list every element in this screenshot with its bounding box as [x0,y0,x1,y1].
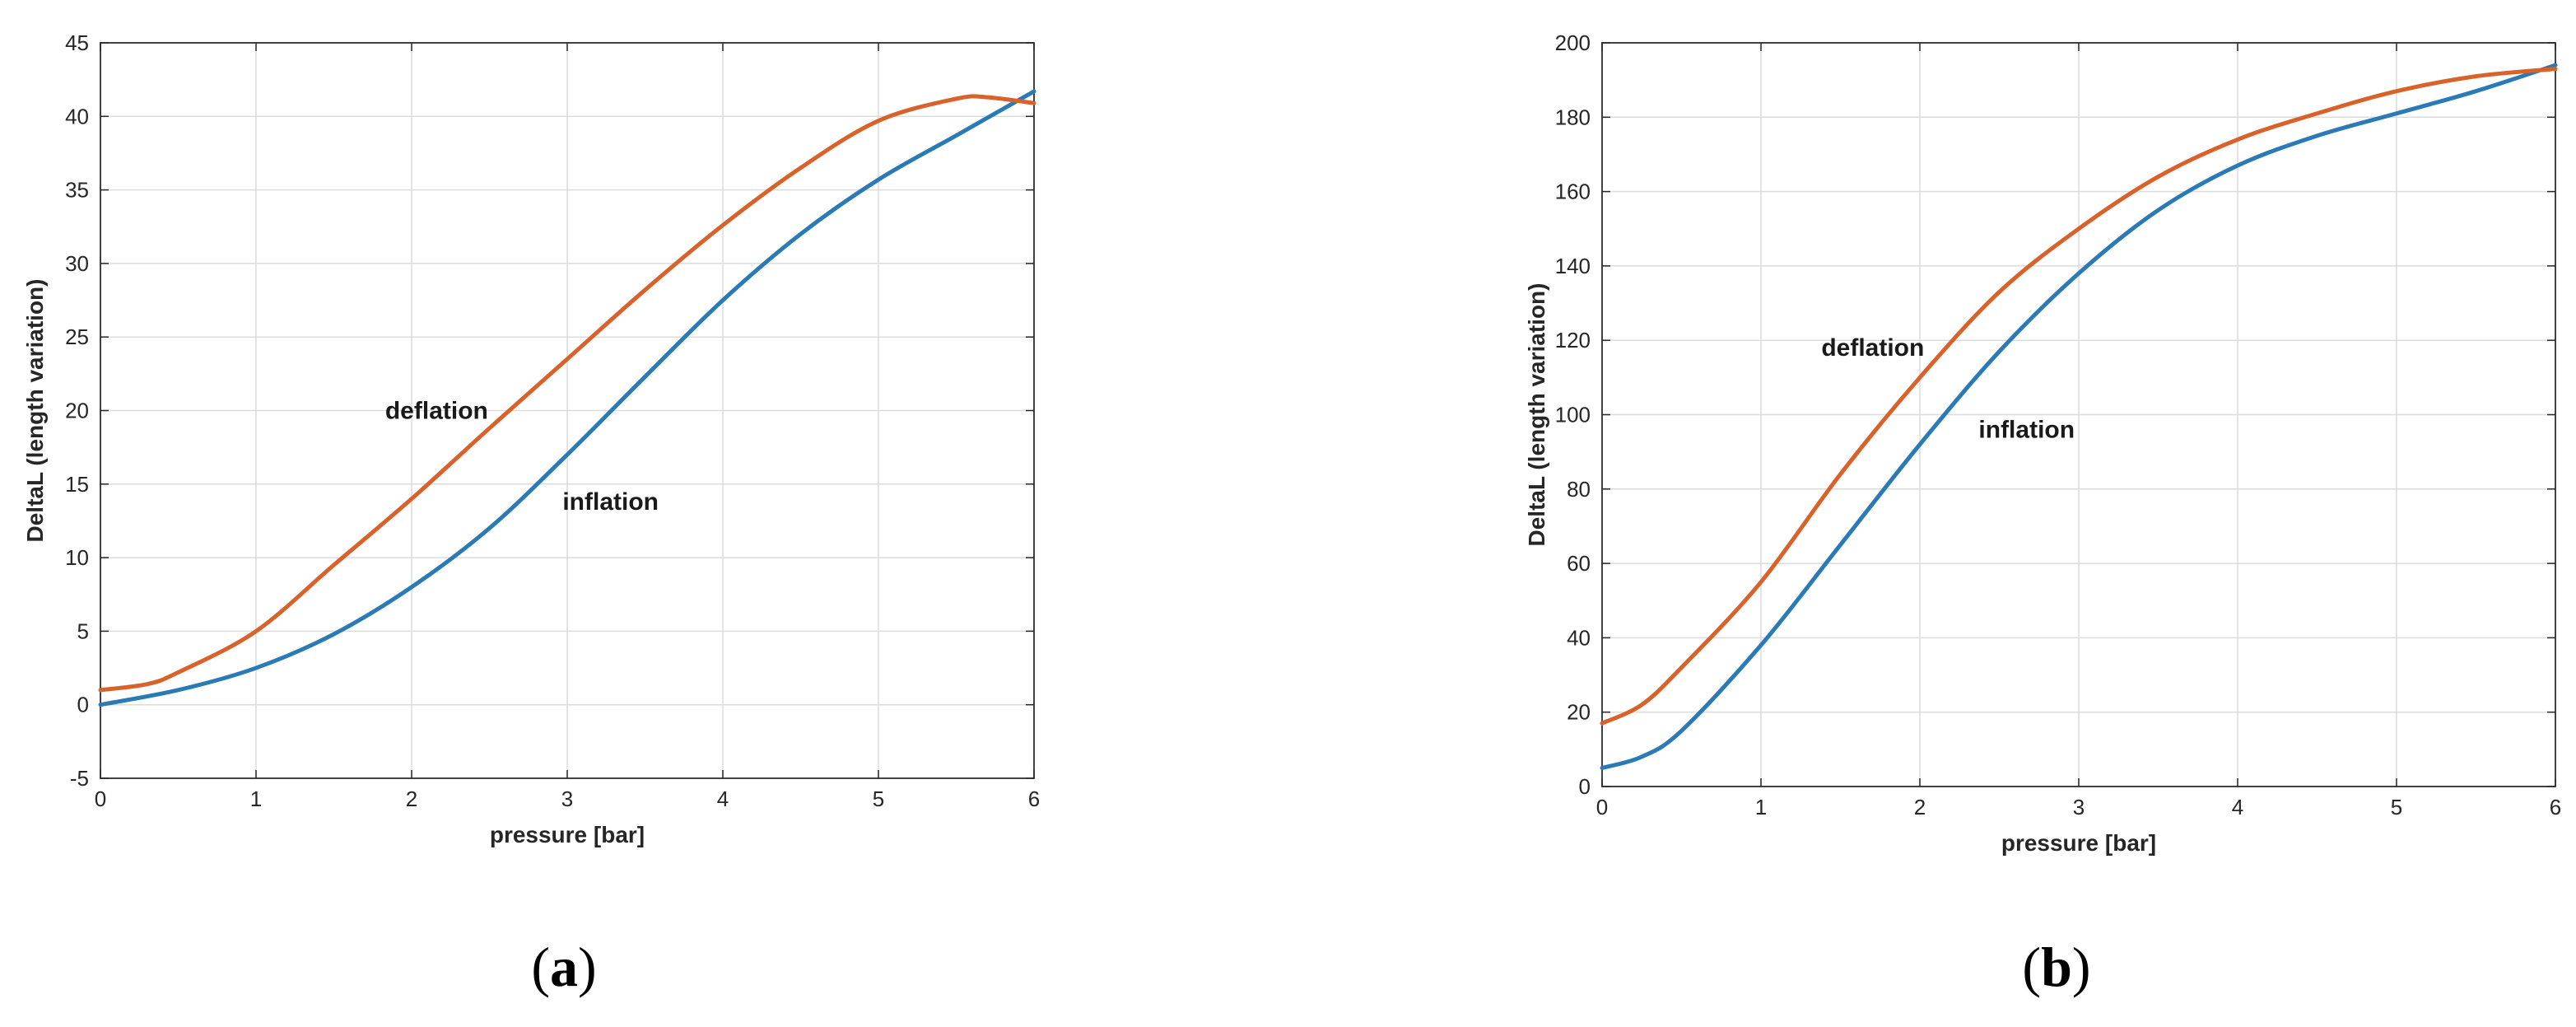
series-line-inflation [98,89,1036,707]
chart-panel-b: 0 1 2 3 4 5 6020406080100120140160180200deflat… [1524,30,2561,998]
y-axis-label: DeltaL (length variation) [1524,283,1549,547]
annotation-deflation: deflation [1821,334,1924,362]
y-tick-label: 200 [1555,30,1591,55]
x-tick-label: 2 [1914,795,1926,819]
x-tick-label: 0 [95,787,106,811]
panel-label-letter: a [550,936,578,998]
y-tick-label: 0 [1579,774,1591,799]
y-tick-label: -5 [70,766,89,791]
y-tick-label: 5 [77,619,89,643]
x-tick-label: 5 [2391,795,2402,819]
series-line-deflation [98,94,1036,693]
y-tick-label: 180 [1555,105,1591,129]
annotation-inflation: inflation [1978,417,2075,444]
x-tick-label: 5 [873,787,884,811]
y-tick-label: 120 [1555,328,1591,352]
x-tick-label: 4 [2232,795,2243,819]
y-tick-label: 20 [1567,700,1591,725]
x-tick-label: 1 [250,787,262,811]
y-tick-label: 160 [1555,180,1591,204]
panel-label: (a) [531,936,596,998]
x-tick-label: 3 [561,787,573,811]
series-line-inflation [1600,63,2558,770]
y-tick-label: 0 [77,693,89,717]
y-tick-label: 140 [1555,254,1591,278]
x-axis-label: pressure [bar] [2001,830,2156,856]
panel-label-close-paren: ) [2072,936,2091,998]
y-tick-label: 15 [65,472,89,497]
y-tick-label: 10 [65,545,89,570]
x-tick-label: 3 [2073,795,2085,819]
y-tick-label: 35 [65,178,89,203]
x-tick-label: 2 [406,787,417,811]
panel-label-open-paren: ( [2022,936,2041,998]
y-tick-label: 40 [1567,625,1591,650]
x-tick-label: 6 [2550,795,2561,819]
x-tick-label: 0 [1596,795,1608,819]
panel-label: (b) [2022,936,2090,998]
panel-label-close-paren: ) [578,936,597,998]
y-tick-label: 60 [1567,551,1591,576]
y-tick-label: 30 [65,251,89,276]
annotation-inflation: inflation [562,488,659,516]
series-line-deflation [1600,67,2558,726]
panel-label-open-paren: ( [531,936,550,998]
y-tick-label: 20 [65,399,89,423]
y-tick-label: 25 [65,324,89,349]
x-tick-label: 6 [1028,787,1040,811]
panel-label-letter: b [2041,936,2072,998]
y-tick-label: 45 [65,30,89,55]
x-tick-label: 1 [1755,795,1767,819]
x-tick-label: 4 [717,787,729,811]
annotation-deflation: deflation [385,398,488,425]
y-tick-label: 100 [1555,403,1591,427]
x-axis-label: pressure [bar] [490,822,645,847]
chart-panel-a: 0 1 2 3 4 5 6-5051015202530354045deflationinfl… [22,30,1040,998]
y-axis-label: DeltaL (length variation) [22,279,48,543]
y-tick-label: 40 [65,104,89,128]
y-tick-label: 80 [1567,477,1591,502]
